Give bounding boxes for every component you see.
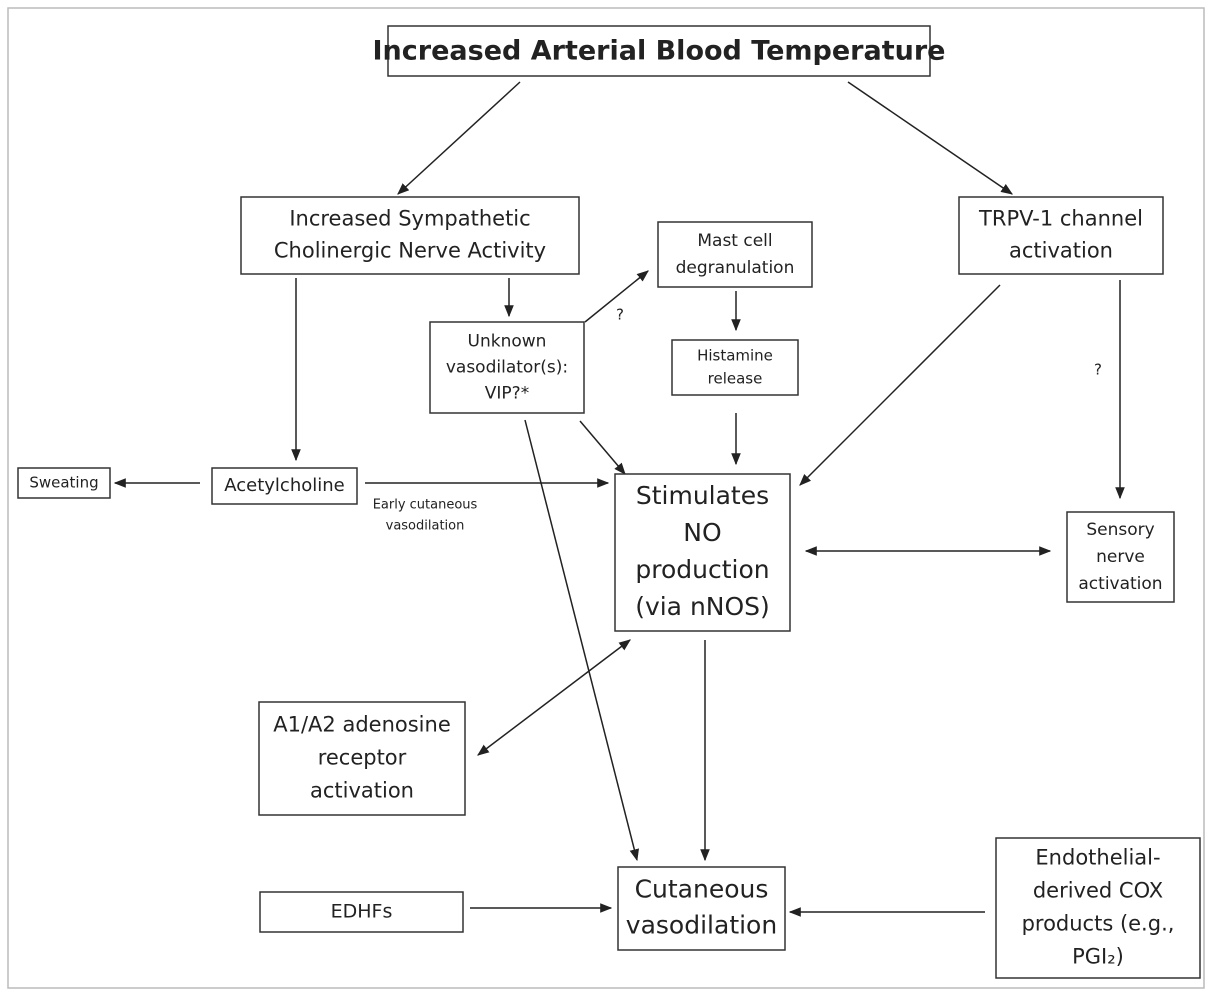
node-label: Acetylcholine	[224, 475, 344, 496]
node-box	[258, 701, 466, 816]
node-label: products (e.g.,	[1022, 912, 1175, 936]
node-box	[671, 339, 799, 396]
arrow	[847, 81, 1013, 195]
arrows	[113, 81, 1125, 917]
node-label: activation	[310, 779, 414, 803]
node-box	[240, 196, 580, 275]
arrow	[477, 639, 631, 756]
node-label: Stimulates	[636, 481, 769, 510]
title: Increased Arterial Blood Temperature	[373, 36, 946, 67]
edge-label: ?	[1094, 361, 1102, 379]
node-label: Cholinergic Nerve Activity	[274, 239, 546, 263]
arrow	[799, 284, 1001, 486]
arrow	[397, 81, 521, 195]
edge-label: ?	[616, 306, 624, 324]
node-label: derived COX	[1033, 879, 1163, 903]
node-label: nerve	[1096, 547, 1145, 567]
title-box	[387, 25, 931, 77]
node-box	[995, 837, 1201, 979]
node-label: Sensory	[1086, 520, 1154, 540]
node-label: Endothelial-	[1035, 846, 1160, 870]
node-label: NO	[683, 518, 721, 547]
node-label: Unknown	[468, 332, 547, 352]
node-label: VIP?*	[485, 384, 529, 404]
node-label: Mast cell	[697, 231, 772, 251]
node-label: Histamine	[697, 347, 773, 365]
node-label: release	[708, 370, 763, 388]
node-label: vasodilator(s):	[446, 358, 568, 378]
edge-label: Early cutaneous	[373, 498, 478, 513]
node-label: Cutaneous	[635, 875, 769, 904]
frame	[7, 7, 1205, 989]
node-box	[617, 866, 786, 951]
node-label: Sweating	[29, 474, 98, 492]
node-label: degranulation	[676, 258, 795, 278]
nodes: Increased Sympathetic Cholinergic Nerve A…	[17, 196, 1201, 979]
node-box	[614, 473, 791, 632]
node-label: A1/A2 adenosine	[273, 713, 451, 737]
node-box	[259, 891, 464, 933]
node-label: Increased Sympathetic	[289, 207, 530, 231]
arrow	[579, 420, 626, 475]
node-label: EDHFs	[331, 901, 393, 923]
arrow	[584, 270, 649, 323]
node-box	[1066, 511, 1175, 603]
node-box	[211, 467, 358, 505]
node-label: activation	[1078, 574, 1162, 594]
node-box	[17, 467, 111, 499]
node-label: (via nNOS)	[635, 592, 770, 621]
edge-label: vasodilation	[386, 519, 465, 534]
node-label: production	[635, 555, 769, 584]
node-label: activation	[1009, 239, 1113, 263]
node-label: PGI₂)	[1072, 945, 1124, 969]
node-box	[429, 321, 585, 414]
node-box	[958, 196, 1164, 275]
node-label: TRPV-1 channel	[978, 207, 1143, 231]
node-label: vasodilation	[626, 911, 777, 940]
node-box	[657, 221, 813, 288]
node-label: receptor	[318, 746, 407, 770]
